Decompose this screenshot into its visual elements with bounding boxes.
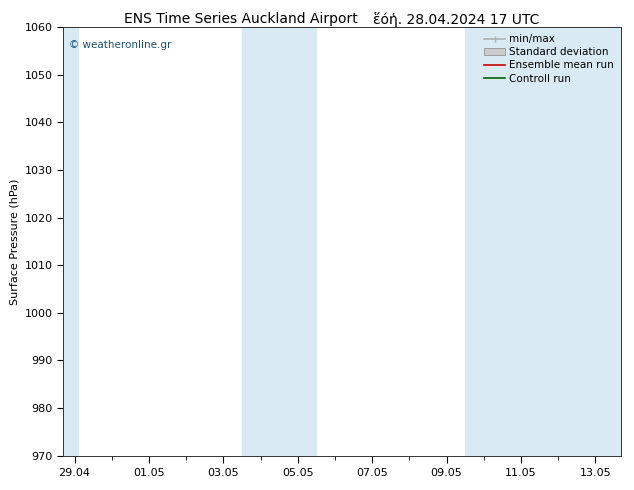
Y-axis label: Surface Pressure (hPa): Surface Pressure (hPa) — [10, 178, 19, 304]
Legend: min/max, Standard deviation, Ensemble mean run, Controll run: min/max, Standard deviation, Ensemble me… — [482, 32, 616, 86]
Bar — [465, 27, 621, 456]
Bar — [242, 27, 316, 456]
Text: © weatheronline.gr: © weatheronline.gr — [69, 40, 171, 50]
Text: ENS Time Series Auckland Airport: ENS Time Series Auckland Airport — [124, 12, 358, 26]
Text: ἕόἡ. 28.04.2024 17 UTC: ἕόἡ. 28.04.2024 17 UTC — [373, 12, 540, 27]
Bar — [63, 27, 78, 456]
